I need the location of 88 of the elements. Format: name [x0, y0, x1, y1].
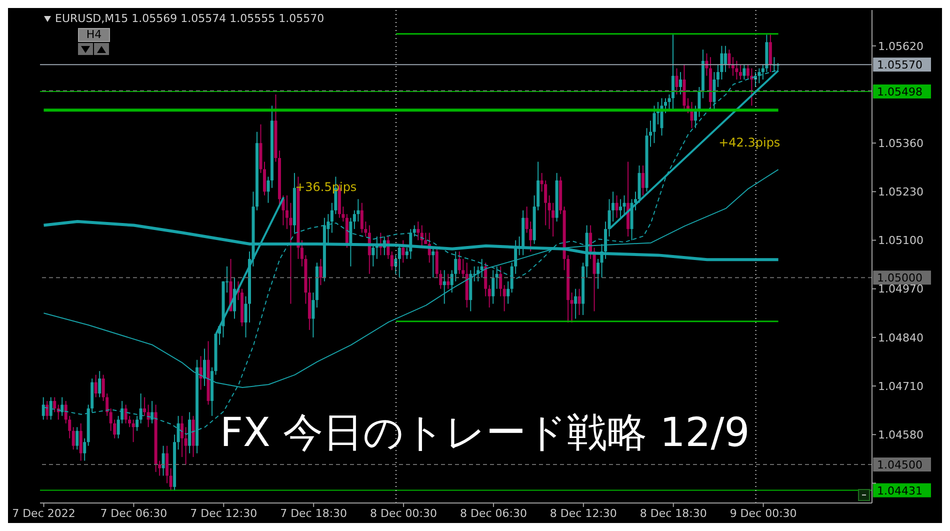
candlestick: [735, 60, 738, 80]
candlestick: [262, 161, 266, 196]
candlestick: [360, 202, 364, 234]
y-tick-label: 1.04970: [878, 282, 924, 296]
x-tick-label: 7 Dec 06:30: [100, 506, 168, 520]
y-tick-label: 1.04710: [878, 380, 924, 393]
annotation: H4: [78, 28, 110, 42]
candlestick: [622, 194, 626, 215]
candlestick: [675, 68, 678, 95]
candlestick: [570, 292, 574, 323]
x-tick-label: 8 Dec 12:30: [550, 506, 617, 520]
candlestick: [162, 445, 165, 476]
candlestick: [150, 400, 154, 424]
x-tick-label: 7 Dec 12:30: [190, 506, 258, 520]
candlestick: [132, 419, 135, 443]
candlestick: [390, 250, 394, 271]
candlestick: [484, 262, 488, 297]
candlestick: [60, 396, 64, 416]
x-tick-label: 8 Dec 00:30: [370, 506, 438, 520]
candlestick: [574, 288, 578, 320]
candlestick: [678, 72, 682, 95]
candlestick: [72, 426, 75, 450]
candlestick: [615, 194, 618, 218]
candlestick: [671, 34, 674, 110]
candlestick: [416, 221, 420, 241]
candlestick: [446, 273, 450, 290]
candlestick: [458, 250, 461, 274]
y-tick-label: 1.05360: [878, 136, 924, 150]
candlestick: [596, 258, 600, 290]
candlestick: [668, 94, 671, 110]
candlestick: [480, 258, 484, 278]
candlestick: [166, 445, 169, 484]
candlestick: [442, 270, 446, 304]
candlestick: [412, 224, 416, 238]
candlestick: [488, 284, 491, 308]
candlestick: [712, 72, 716, 110]
candlestick: [394, 254, 398, 274]
y-tick-label: 1.04580: [878, 428, 924, 442]
candlestick: [124, 404, 128, 424]
y-tick-label: 1.05100: [878, 234, 924, 248]
candlestick: [768, 34, 772, 73]
ref-line-label: 1.05570: [877, 58, 922, 72]
candlestick: [94, 374, 98, 398]
candlestick: [589, 224, 592, 260]
annotation: +42.3pips: [718, 136, 780, 150]
ref-line-label: 1.04431: [877, 484, 922, 498]
candlestick: [499, 266, 502, 297]
chart-subtitle: EURUSD,M15 1.05569 1.05574 1.05555 1.05570: [55, 12, 324, 25]
candlestick: [169, 468, 172, 492]
y-tick-label: 1.05620: [878, 40, 924, 53]
x-tick-label: 9 Dec 00:30: [730, 506, 797, 520]
candlestick: [136, 415, 139, 432]
candlestick: [53, 396, 56, 413]
candlestick: [46, 400, 49, 420]
candlestick: [652, 105, 656, 144]
candlestick: [143, 396, 146, 416]
candlestick: [402, 240, 405, 264]
y-tick-label: 1.04840: [878, 331, 924, 344]
candlestick: [502, 284, 506, 312]
candlestick: [180, 415, 184, 458]
candlestick: [319, 258, 322, 286]
candlestick: [79, 422, 82, 462]
candlestick: [139, 392, 142, 424]
candlestick: [506, 280, 510, 304]
candlestick: [312, 292, 315, 338]
candlestick: [266, 176, 270, 204]
candlestick: [184, 426, 188, 465]
candlestick: [724, 45, 727, 73]
ref-line-label: 1.04500: [877, 458, 922, 472]
text: FX 今日のトレード戦略 12/9: [220, 410, 750, 456]
candlestick: [83, 438, 86, 462]
candlestick: [738, 64, 742, 80]
y-tick-label: 1.05230: [878, 186, 924, 199]
candlestick: [619, 198, 622, 218]
candlestick: [98, 370, 102, 398]
x-tick-label: 7 Dec 18:30: [280, 506, 348, 520]
x-tick-label: 7 Dec 2022: [12, 506, 76, 520]
x-tick-label: 8 Dec 18:30: [640, 506, 707, 520]
candlestick: [578, 288, 581, 316]
x-tick-label: 8 Dec 06:30: [460, 506, 527, 520]
candlestick: [728, 49, 731, 69]
candlestick: [76, 426, 79, 450]
ref-line-label: 1.05000: [877, 272, 922, 285]
candlestick: [49, 396, 52, 420]
candlestick: [492, 270, 495, 304]
candlestick: [731, 56, 734, 76]
candlestick: [642, 164, 645, 196]
ref-line-label: 1.05498: [877, 85, 922, 98]
